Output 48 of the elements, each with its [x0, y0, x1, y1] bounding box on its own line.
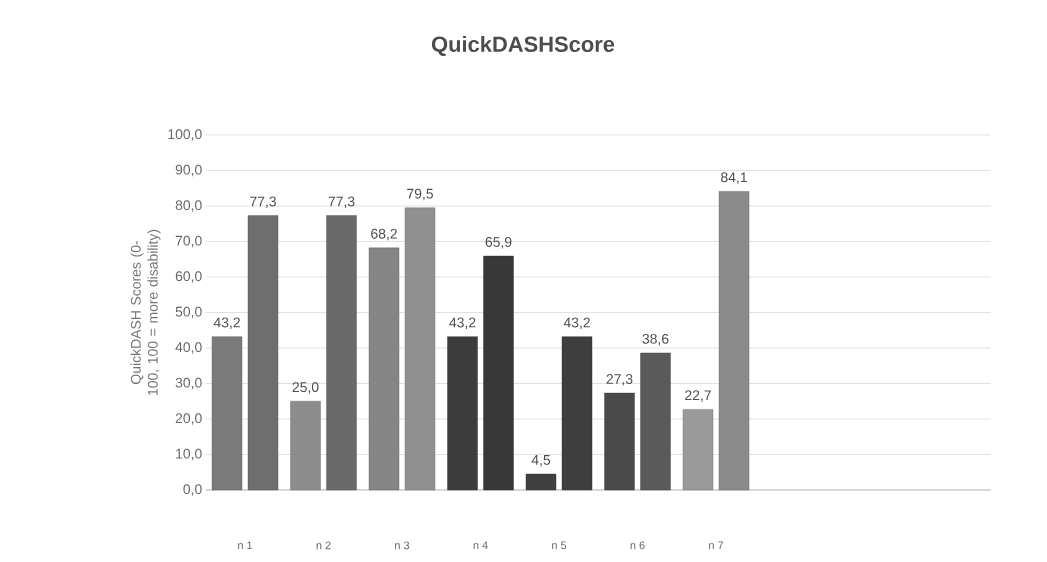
bar — [368, 247, 400, 491]
y-tick-label: 80,0 — [175, 200, 202, 212]
bar — [447, 336, 478, 491]
data-label: 77,3 — [250, 196, 276, 209]
data-label: 77,3 — [328, 196, 355, 209]
x-tick-label: n 5 — [552, 541, 567, 550]
data-label: 43,2 — [563, 317, 590, 330]
data-label: 79,5 — [407, 188, 433, 201]
data-label: 22,7 — [685, 390, 711, 402]
y-tick-label: 40,0 — [175, 342, 202, 354]
y-tick-label: 60,0 — [175, 271, 202, 283]
y-tick-label: 0,0 — [183, 484, 202, 496]
chart-title: QuickDASHScore — [431, 35, 615, 57]
bar — [290, 401, 321, 491]
x-tick-label: n 4 — [473, 541, 488, 550]
x-tick-label: n 7 — [709, 541, 724, 550]
y-tick-label: 30,0 — [175, 377, 202, 390]
x-tick-label: n 6 — [630, 541, 645, 550]
y-tick-label: 20,0 — [175, 413, 202, 425]
bar — [525, 473, 557, 491]
y-tick-label: 90,0 — [175, 164, 202, 177]
bar — [640, 352, 671, 491]
bar — [247, 215, 279, 491]
data-label: 25,0 — [292, 382, 319, 394]
data-label: 4,5 — [531, 455, 551, 467]
data-label: 68,2 — [371, 228, 397, 241]
x-tick-label: n 1 — [238, 541, 253, 550]
bar — [483, 255, 514, 491]
y-tick-label: 50,0 — [175, 306, 202, 319]
y-tick-label: 70,0 — [175, 235, 202, 248]
data-label: 38,6 — [642, 333, 669, 346]
x-tick-label: n 3 — [395, 541, 410, 550]
data-label: 65,9 — [485, 236, 512, 249]
y-axis-title: QuickDASH Scores (0-100, 100 = more disability) — [130, 229, 161, 395]
bar — [718, 191, 750, 491]
data-label: 27,3 — [606, 374, 633, 386]
data-label: 43,2 — [213, 317, 240, 330]
bar — [404, 207, 436, 491]
x-tick-label: n 2 — [316, 541, 331, 550]
bar — [211, 336, 243, 491]
data-label: 43,2 — [449, 317, 476, 330]
bar — [604, 392, 635, 491]
bar — [682, 409, 714, 491]
bar — [561, 336, 593, 491]
y-tick-label: 10,0 — [176, 448, 202, 461]
y-tick-label: 100,0 — [168, 129, 202, 141]
bar — [326, 215, 357, 491]
data-label: 84,1 — [721, 172, 747, 184]
